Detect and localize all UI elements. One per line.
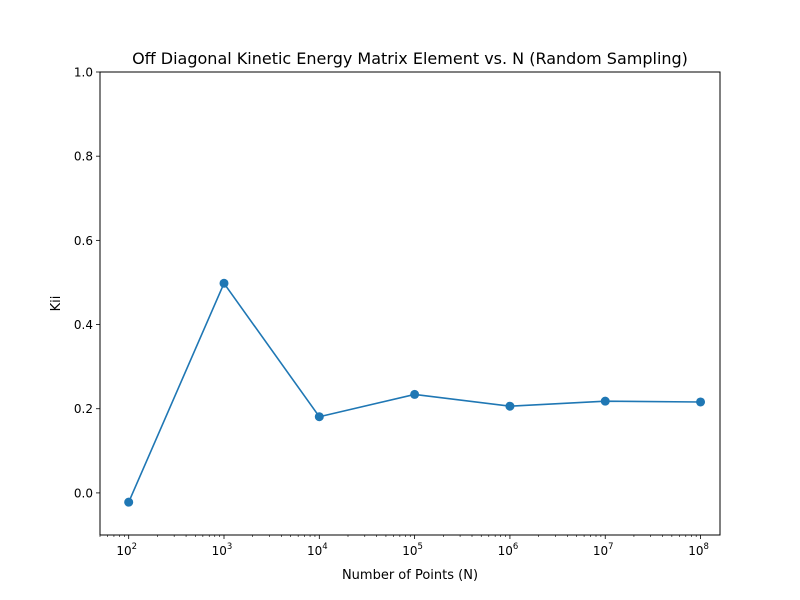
chart-title: Off Diagonal Kinetic Energy Matrix Eleme… bbox=[132, 49, 688, 68]
x-tick-label: 102 bbox=[116, 542, 137, 558]
y-tick-label: 0.6 bbox=[74, 234, 93, 248]
x-tick-label-base: 10 bbox=[212, 544, 227, 558]
x-tick-label: 104 bbox=[307, 542, 328, 558]
data-point bbox=[124, 497, 134, 507]
x-tick-label-base: 10 bbox=[498, 544, 513, 558]
x-tick-label: 108 bbox=[688, 542, 709, 558]
x-tick-label-base: 10 bbox=[402, 544, 417, 558]
x-axis: 102 103 104 105 106 107 108 bbox=[99, 535, 709, 558]
data-point bbox=[314, 412, 324, 422]
y-tick-label: 0.0 bbox=[74, 486, 93, 500]
data-point bbox=[696, 397, 706, 407]
data-point bbox=[410, 389, 420, 399]
data-point bbox=[600, 396, 610, 406]
x-tick-label-exponent: 5 bbox=[418, 542, 423, 552]
x-axis-label: Number of Points (N) bbox=[342, 568, 478, 583]
y-tick-label: 0.4 bbox=[74, 318, 93, 332]
x-tick-label-exponent: 4 bbox=[322, 542, 327, 552]
x-tick-label-base: 10 bbox=[307, 544, 322, 558]
data-point bbox=[219, 278, 229, 288]
y-axis: 0.0 0.2 0.4 0.6 0.8 1.0 bbox=[74, 66, 100, 500]
x-tick-label-base: 10 bbox=[116, 544, 131, 558]
y-tick-label: 0.8 bbox=[74, 150, 93, 164]
plot-area bbox=[124, 278, 706, 507]
data-point bbox=[505, 401, 515, 411]
y-tick-label: 0.2 bbox=[74, 402, 93, 416]
x-tick-label: 105 bbox=[402, 542, 423, 558]
x-tick-label-base: 10 bbox=[688, 544, 703, 558]
x-tick-label: 107 bbox=[593, 542, 614, 558]
x-tick-label-exponent: 8 bbox=[703, 542, 708, 552]
x-tick-label-base: 10 bbox=[593, 544, 608, 558]
x-tick-label: 106 bbox=[498, 542, 519, 558]
y-axis-label: Kii bbox=[49, 296, 64, 312]
y-tick-label: 1.0 bbox=[74, 66, 93, 80]
x-tick-label-exponent: 2 bbox=[132, 542, 137, 552]
x-tick-label: 103 bbox=[212, 542, 233, 558]
x-tick-label-exponent: 7 bbox=[608, 542, 613, 552]
x-tick-label-exponent: 6 bbox=[513, 542, 518, 552]
x-tick-label-exponent: 3 bbox=[227, 542, 232, 552]
